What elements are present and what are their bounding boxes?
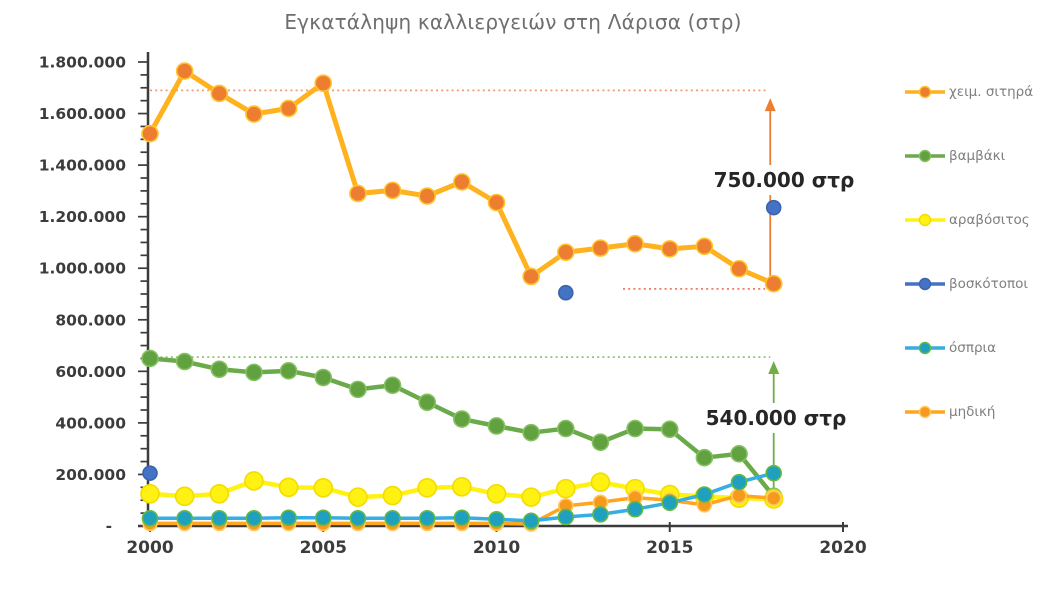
svg-text:1.200.000: 1.200.000 bbox=[39, 208, 126, 226]
svg-text:2015: 2015 bbox=[646, 538, 693, 558]
svg-text:600.000: 600.000 bbox=[55, 363, 126, 381]
legend-label: βαμβάκι bbox=[949, 148, 1006, 164]
svg-text:2020: 2020 bbox=[819, 538, 866, 558]
svg-text:-: - bbox=[106, 518, 112, 536]
y-axis: 1.800.000 1.600.000 1.400.000 1.200.000 1.00… bbox=[39, 52, 150, 536]
series-όσπρια bbox=[141, 464, 783, 530]
svg-text:1.000.000: 1.000.000 bbox=[39, 260, 126, 278]
svg-text:2010: 2010 bbox=[473, 538, 520, 558]
legend-item-winter-cereals: χειμ. σιτηρά bbox=[903, 84, 1033, 100]
series-βοσκότοποι bbox=[142, 199, 782, 481]
legend-item-alfalfa: μηδική bbox=[903, 404, 1033, 420]
svg-text:1.400.000: 1.400.000 bbox=[39, 157, 126, 175]
legend: χειμ. σιτηρά βαμβάκι αραβόσιτος βοσκότοπ… bbox=[903, 84, 1033, 420]
legend-swatch-legumes bbox=[905, 341, 945, 355]
legend-item-cotton: βαμβάκι bbox=[903, 148, 1033, 164]
series-βαμβάκι bbox=[141, 349, 783, 506]
series-χειμ. σιτηρά bbox=[141, 62, 783, 293]
legend-label: βοσκότοποι bbox=[949, 276, 1028, 292]
gap-arrows bbox=[764, 98, 780, 494]
legend-swatch-winter-cereals bbox=[905, 85, 945, 99]
svg-text:200.000: 200.000 bbox=[55, 466, 126, 484]
reference-lines bbox=[150, 89, 771, 359]
legend-label: αραβόσιτος bbox=[949, 212, 1030, 228]
legend-swatch-alfalfa bbox=[905, 405, 945, 419]
chart-title: Εγκατάληψη καλλιεργειών στη Λάρισα (στρ) bbox=[284, 10, 742, 34]
legend-swatch-pastures bbox=[905, 277, 945, 291]
annotation-750000: 750.000 στρ bbox=[698, 165, 870, 195]
legend-label: χειμ. σιτηρά bbox=[949, 84, 1034, 100]
svg-text:2000: 2000 bbox=[126, 538, 173, 558]
legend-item-legumes: όσπρια bbox=[903, 340, 1033, 356]
svg-text:1.600.000: 1.600.000 bbox=[39, 105, 126, 123]
legend-label: μηδική bbox=[949, 404, 996, 420]
svg-text:800.000: 800.000 bbox=[55, 311, 126, 329]
svg-text:400.000: 400.000 bbox=[55, 414, 126, 432]
legend-item-pastures: βοσκότοποι bbox=[903, 276, 1033, 292]
legend-label: όσπρια bbox=[949, 340, 996, 356]
legend-swatch-maize bbox=[905, 213, 945, 227]
svg-text:2005: 2005 bbox=[300, 538, 347, 558]
legend-swatch-cotton bbox=[905, 149, 945, 163]
annotation-540000: 540.000 στρ bbox=[692, 403, 860, 433]
svg-text:1.800.000: 1.800.000 bbox=[39, 54, 126, 72]
legend-item-maize: αραβόσιτος bbox=[903, 212, 1033, 228]
